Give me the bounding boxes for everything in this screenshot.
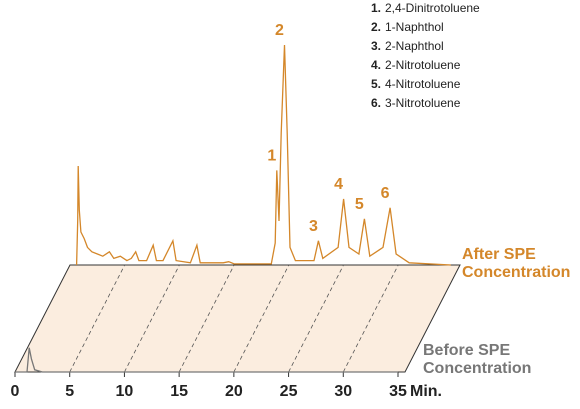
legend-name: 3-Nitrotoluene <box>385 96 461 110</box>
series-label: After SPE <box>462 246 536 263</box>
peak-label: 5 <box>355 196 364 213</box>
x-tick-label: 10 <box>116 383 134 400</box>
series-label: Before SPE <box>423 342 510 359</box>
trace <box>75 44 451 266</box>
grid-line <box>288 264 344 373</box>
x-tick-label: 0 <box>11 383 20 400</box>
x-tick-label: 5 <box>65 383 74 400</box>
x-tick-label: 30 <box>334 383 352 400</box>
peak-label: 2 <box>275 22 284 39</box>
legend-number: 4. <box>371 58 381 72</box>
x-tick-label: 35 <box>389 383 407 400</box>
legend-name: 2,4-Dinitrotoluene <box>385 1 480 15</box>
legend-name: 2-Naphthol <box>385 39 444 53</box>
legend-name: 1-Naphthol <box>385 20 444 34</box>
grid-line <box>124 264 180 373</box>
x-tick-label: 20 <box>225 383 243 400</box>
grid-line <box>233 264 290 373</box>
series-label: Concentration <box>462 264 570 281</box>
legend-number: 6. <box>371 96 381 110</box>
peak-label: 1 <box>267 148 276 165</box>
legend-number: 2. <box>371 20 381 34</box>
legend-name: 4-Nitrotoluene <box>385 77 461 91</box>
plane <box>14 264 461 373</box>
peak-label: 3 <box>309 218 318 235</box>
grid-line <box>69 264 126 373</box>
legend-number: 1. <box>371 1 381 15</box>
trace <box>15 347 398 373</box>
legend-name: 2-Nitrotoluene <box>385 58 461 72</box>
x-tick-label: 25 <box>280 383 298 400</box>
legend-number: 5. <box>371 77 381 91</box>
grid-line <box>342 264 399 373</box>
peak-label: 4 <box>334 176 343 193</box>
x-tick-label: 15 <box>170 383 188 400</box>
series-label: Concentration <box>423 360 531 377</box>
legend-number: 3. <box>371 39 381 53</box>
grid-line <box>178 264 235 373</box>
x-axis-label: Min. <box>410 383 442 400</box>
peak-label: 6 <box>381 185 390 202</box>
